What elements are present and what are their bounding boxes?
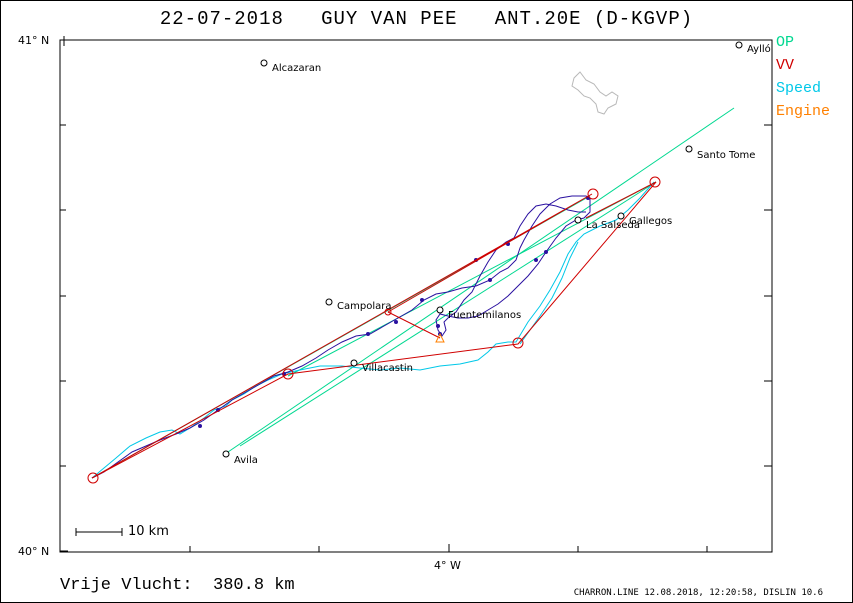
vv-turnpoints xyxy=(87,176,661,484)
scale-label: 10 km xyxy=(128,524,169,539)
place-markers xyxy=(222,41,743,458)
place-label-santo-tome: Santo Tome xyxy=(697,150,755,161)
flight-track xyxy=(91,195,591,479)
legend-op: OP xyxy=(776,34,795,51)
lat-label-top: 41° N xyxy=(18,34,50,47)
scale-bar xyxy=(75,528,123,536)
op-lines xyxy=(91,107,735,479)
place-label-gallegos: Gallegos xyxy=(629,216,672,227)
place-label-fuentemilanos: Fuentemilanos xyxy=(448,310,521,321)
right-ticks xyxy=(764,124,772,467)
footer-credit: CHARRON.LINE 12.08.2018, 12:20:58, DISLI… xyxy=(573,588,823,598)
speed-track xyxy=(91,181,655,479)
reservoir-outline xyxy=(571,71,619,115)
engine-marker xyxy=(435,332,445,343)
place-label-ayllon: Aylló xyxy=(747,43,771,55)
flight-title: 22-07-2018 GUY VAN PEE ANT.20E (D-KGVP) xyxy=(159,8,694,30)
lat-label-bottom: 40° N xyxy=(18,545,50,558)
left-ticks xyxy=(60,36,68,552)
legend-speed: Speed xyxy=(776,80,822,97)
vv-lines xyxy=(91,181,657,479)
legend-vv: VV xyxy=(776,57,795,74)
place-label-villacastin: Villacastin xyxy=(362,363,413,374)
legend-engine: Engine xyxy=(776,103,831,120)
track-markers xyxy=(198,196,590,428)
free-flight-distance: Vrije Vlucht: 380.8 km xyxy=(60,576,295,595)
bottom-ticks xyxy=(189,544,708,552)
place-label-avila: Avila xyxy=(234,455,258,466)
place-label-la-salseda: La Salseda xyxy=(586,220,640,231)
lon-label-center: 4° W xyxy=(434,559,461,572)
place-label-campolara: Campolara xyxy=(337,301,391,312)
place-label-alcazaran: Alcazaran xyxy=(272,63,321,74)
